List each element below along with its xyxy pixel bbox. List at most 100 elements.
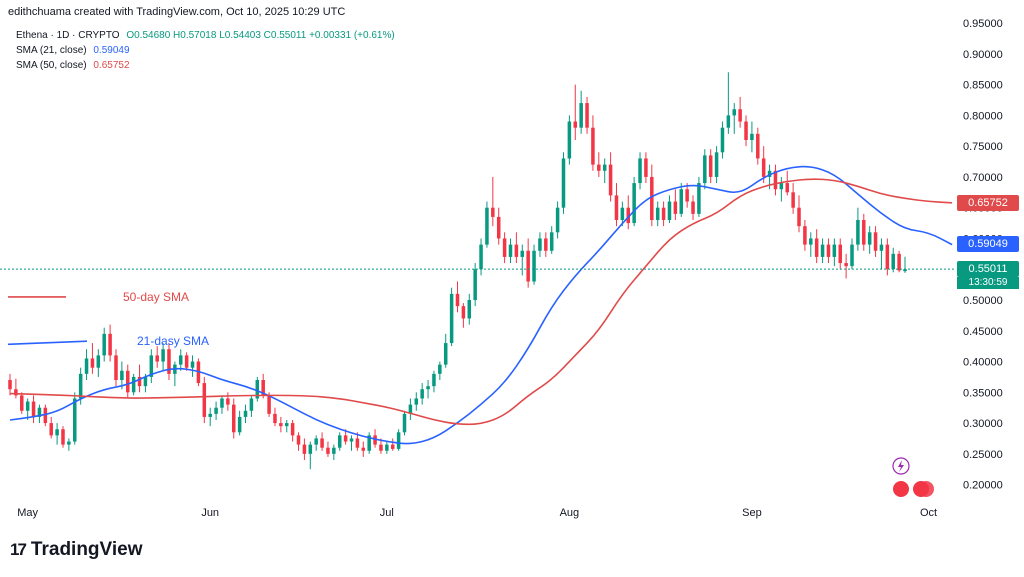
candle: [73, 398, 77, 442]
candle: [726, 115, 731, 128]
candle: [343, 435, 348, 442]
candle: [626, 207, 631, 224]
candle: [25, 401, 30, 411]
candle: [84, 358, 89, 374]
candle: [879, 244, 884, 251]
candle: [43, 407, 48, 424]
candle: [732, 109, 736, 116]
candle: [355, 438, 360, 448]
sma21-annotation-text: 21-dasy SMA: [137, 334, 209, 348]
candle: [31, 401, 36, 417]
candle: [685, 189, 689, 202]
candle: [485, 207, 489, 245]
candle: [314, 438, 318, 445]
candle: [579, 103, 583, 128]
candle: [644, 158, 648, 177]
candle: [638, 158, 642, 184]
candle: [14, 389, 18, 396]
candle: [608, 164, 613, 196]
sma50-legend-value: 0.65752: [93, 60, 130, 71]
sma50-legend[interactable]: SMA (50, close) 0.65752: [16, 60, 130, 71]
y-tick-label: 0.20000: [963, 480, 1003, 492]
tradingview-mark-icon: 17: [10, 540, 27, 559]
last-price-label: 0.55011: [957, 261, 1019, 278]
candle: [332, 447, 336, 454]
candle: [102, 333, 106, 356]
ohlc-values: O0.54680 H0.57018 L0.54403 C0.55011 +0.0…: [126, 30, 395, 41]
candle: [620, 207, 625, 220]
y-tick-label: 0.45000: [963, 326, 1003, 338]
candle: [673, 201, 678, 214]
y-tick-label: 0.30000: [963, 418, 1003, 430]
tradingview-wordmark: TradingView: [30, 539, 143, 560]
candle: [803, 226, 807, 245]
sma50-annotation-text: 50-day SMA: [123, 290, 189, 304]
candle: [61, 429, 65, 445]
candle: [679, 189, 684, 214]
candle: [650, 176, 654, 220]
us-flag-icon: [893, 481, 909, 497]
sma50-line: [9, 178, 953, 426]
candle: [832, 244, 837, 257]
candle: [838, 244, 842, 264]
x-tick-label: Jul: [380, 507, 394, 519]
sma21-legend[interactable]: SMA (21, close) 0.59049: [16, 45, 130, 56]
candle: [767, 170, 772, 177]
candle: [867, 232, 872, 245]
candle: [844, 263, 848, 267]
candle: [479, 244, 483, 270]
sma21-legend-value: 0.59049: [93, 45, 130, 56]
x-tick-label: Oct: [920, 507, 937, 519]
candle: [202, 383, 207, 417]
candle: [379, 444, 383, 451]
candle: [614, 195, 619, 220]
candle: [655, 207, 660, 220]
candle: [502, 238, 507, 257]
y-tick-label: 0.90000: [963, 49, 1003, 61]
candle: [785, 183, 789, 193]
candle: [126, 370, 130, 393]
candle: [667, 201, 672, 220]
candle: [455, 293, 460, 307]
candle: [903, 269, 907, 272]
sma21-line: [9, 165, 953, 445]
x-tick-label: Sep: [742, 507, 762, 519]
candle: [461, 306, 466, 319]
candle: [826, 244, 831, 257]
candle: [155, 355, 159, 362]
candle: [426, 386, 430, 390]
candle: [632, 183, 636, 224]
candle: [703, 155, 707, 184]
candle: [237, 416, 242, 433]
candle: [544, 238, 548, 251]
y-tick-label: 0.50000: [963, 295, 1003, 307]
candle: [744, 121, 748, 140]
candle: [385, 444, 389, 451]
candle: [231, 404, 236, 433]
candle: [526, 250, 530, 282]
candle: [161, 349, 165, 362]
candle: [862, 220, 866, 245]
candle: [226, 398, 230, 405]
symbol-legend[interactable]: Ethena · 1D · CRYPTO O0.54680 H0.57018 L…: [16, 30, 395, 41]
candle: [561, 158, 566, 208]
candle: [179, 355, 183, 365]
candle: [597, 164, 601, 171]
candle: [67, 441, 71, 445]
candle: [814, 238, 819, 257]
candle: [20, 395, 24, 411]
y-tick-label: 0.80000: [963, 110, 1003, 122]
candle: [49, 423, 53, 436]
candle: [131, 376, 136, 393]
tradingview-logo[interactable]: 17 TradingView: [10, 539, 143, 561]
candle: [390, 444, 395, 449]
sma50-legend-label: SMA (50, close): [16, 60, 87, 71]
candle: [284, 423, 289, 427]
candle: [214, 407, 218, 414]
candle: [114, 355, 118, 380]
event-icons[interactable]: [892, 457, 934, 497]
candle: [8, 380, 12, 390]
candle: [167, 349, 171, 374]
candle: [585, 103, 589, 128]
